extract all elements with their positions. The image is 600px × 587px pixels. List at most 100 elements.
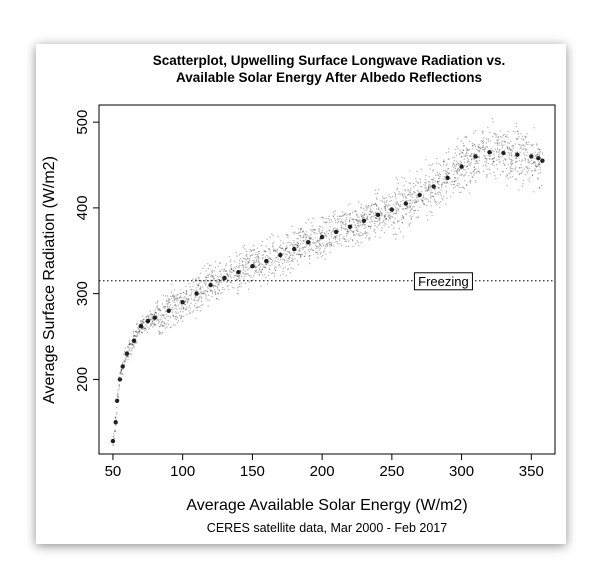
scatter-dot <box>134 340 136 343</box>
scatter-dot <box>410 199 412 201</box>
scatter-dot <box>373 204 375 206</box>
scatter-dot <box>355 224 357 227</box>
scatter-dot <box>340 234 342 236</box>
scatter-dot <box>240 282 242 284</box>
scatter-dot <box>345 240 347 243</box>
scatter-dot <box>346 230 348 233</box>
scatter-dot <box>518 143 520 146</box>
scatter-dot <box>462 186 465 189</box>
scatter-dot <box>493 164 495 166</box>
scatter-dot <box>175 297 178 300</box>
scatter-dot <box>238 275 241 277</box>
scatter-dot <box>520 144 522 147</box>
scatter-dot <box>481 146 484 148</box>
scatter-dot <box>364 227 366 230</box>
scatter-dot <box>320 251 322 254</box>
scatter-dot <box>171 295 173 298</box>
scatter-dot <box>396 233 398 235</box>
scatter-dot <box>142 326 144 329</box>
scatter-dot <box>195 278 197 280</box>
scatter-dot <box>401 215 404 217</box>
scatter-dot <box>507 142 509 144</box>
scatter-dot <box>124 360 127 362</box>
scatter-dot <box>207 287 209 290</box>
scatter-dot <box>484 164 487 166</box>
scatter-dot <box>496 168 499 170</box>
scatter-dot <box>476 153 478 155</box>
scatter-dot <box>485 161 488 164</box>
scatter-dot <box>205 293 207 296</box>
scatter-dot <box>117 399 119 401</box>
scatter-dot <box>418 191 420 193</box>
scatter-dot <box>537 158 540 160</box>
scatter-dot <box>391 195 394 198</box>
scatter-dot <box>159 309 161 312</box>
scatter-dot <box>224 276 226 278</box>
scatter-dot <box>361 219 363 222</box>
scatter-dot <box>147 315 149 317</box>
scatter-dot <box>355 214 358 216</box>
scatter-dot <box>200 281 202 283</box>
scatter-dot <box>413 190 415 193</box>
scatter-dot <box>132 332 135 334</box>
scatter-dot <box>506 134 508 136</box>
scatter-dot <box>132 344 134 347</box>
scatter-dot <box>254 253 257 256</box>
scatter-dot <box>440 186 443 188</box>
scatter-dot <box>122 364 125 366</box>
scatter-dot <box>498 151 500 153</box>
scatter-dot <box>317 228 320 230</box>
scatter-dot <box>143 318 145 321</box>
scatter-dot <box>522 179 524 181</box>
scatter-dot <box>398 228 400 230</box>
scatter-dot <box>433 188 436 191</box>
scatter-dot <box>413 191 415 194</box>
scatter-dot <box>444 182 446 184</box>
scatter-dot <box>469 172 472 174</box>
scatter-dot <box>187 297 189 299</box>
scatter-dot <box>129 343 131 345</box>
scatter-dot <box>415 178 417 180</box>
scatter-dot <box>267 260 269 262</box>
scatter-dot <box>140 321 142 323</box>
scatter-dot <box>344 228 347 230</box>
scatter-dot <box>329 251 331 254</box>
scatter-dot <box>470 173 473 175</box>
scatter-dot <box>517 154 519 156</box>
scatter-dot <box>365 218 368 220</box>
scatter-dot <box>538 151 541 154</box>
scatter-dot <box>456 145 458 148</box>
scatter-dot <box>327 218 329 220</box>
scatter-dot <box>365 206 367 208</box>
scatter-dot <box>167 303 169 305</box>
scatter-dot <box>197 284 199 286</box>
scatter-dot <box>309 237 311 239</box>
scatter-dot <box>164 295 167 297</box>
scatter-dot <box>348 220 351 223</box>
scatter-dot <box>468 164 470 166</box>
scatter-dot <box>176 308 178 310</box>
scatter-dot <box>483 148 485 151</box>
scatter-dot <box>498 149 501 152</box>
scatter-dot <box>421 199 423 202</box>
scatter-dot <box>357 225 360 227</box>
scatter-dot <box>218 289 220 291</box>
scatter-dot <box>145 316 147 318</box>
scatter-dot <box>215 297 218 300</box>
scatter-dot <box>520 147 523 149</box>
scatter-dot <box>200 297 202 299</box>
scatter-dot <box>153 313 156 316</box>
scatter-dot <box>228 279 230 282</box>
scatter-dot <box>395 213 397 215</box>
scatter-dot <box>402 208 404 210</box>
scatter-dot <box>185 292 188 295</box>
scatter-dot <box>296 246 299 249</box>
scatter-dot <box>319 239 321 241</box>
scatter-dot <box>268 248 270 250</box>
scatter-dot <box>119 373 121 375</box>
scatter-dot <box>273 249 276 252</box>
scatter-dot <box>143 318 145 320</box>
scatter-dot <box>292 231 294 233</box>
scatter-dot <box>437 177 440 180</box>
scatter-dot <box>349 224 351 226</box>
